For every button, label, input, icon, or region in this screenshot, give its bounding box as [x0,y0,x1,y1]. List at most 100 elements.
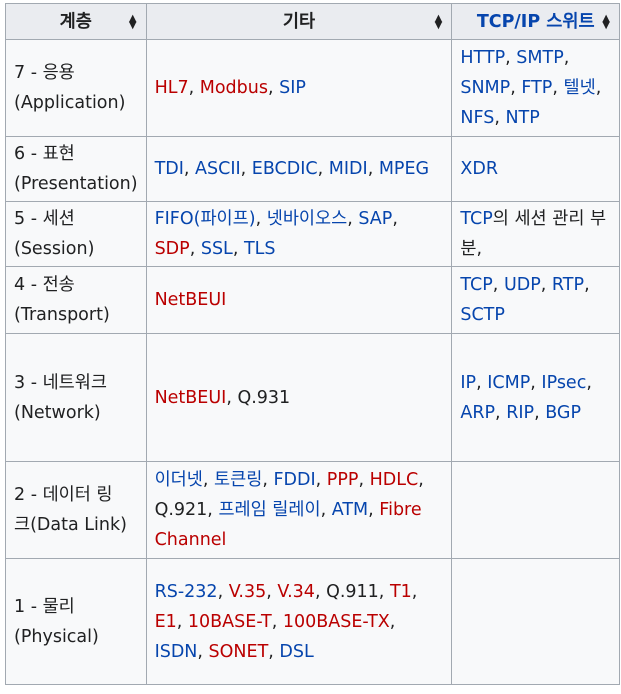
red-link[interactable]: SDP [154,239,190,259]
protocol-link[interactable]: SCTP [460,305,505,325]
protocol-link[interactable]: XDR [460,159,498,179]
red-link[interactable]: NetBEUI [154,290,227,310]
header-layer[interactable]: 계층 ▲ ▼ [5,3,147,40]
red-link[interactable]: NetBEUI [154,387,227,408]
protocol-link[interactable]: TCP [460,209,493,229]
protocol-link[interactable]: 프레임 릴레이 [218,500,321,520]
red-link[interactable]: Fibre Channel [154,500,422,550]
protocol-link[interactable]: NFS [460,108,495,128]
protocol-link[interactable]: 이더넷 [154,470,203,490]
other-cell: HL7, Modbus, SIP [145,39,453,137]
protocol-link[interactable]: SIP [279,78,306,98]
separator-text: , [563,48,570,68]
separator-text: , [534,402,546,423]
protocol-link[interactable]: MPEG [378,159,430,179]
separator-text: , [317,159,329,179]
red-link[interactable]: SONET [208,641,269,662]
separator-text: , [595,78,602,98]
sort-icon[interactable]: ▲ ▼ [434,12,443,31]
red-link[interactable]: 100BASE-TX [282,611,390,632]
layer-english: (Presentation) [14,174,138,194]
red-link[interactable]: E1 [154,611,177,632]
layer-cell: 5 - 세션 (Session) [5,201,147,267]
separator-text: , Q.911, [314,581,390,602]
protocol-link[interactable]: IP [460,372,477,393]
red-link[interactable]: Modbus [199,78,268,98]
protocol-link[interactable]: UDP [503,275,541,295]
protocol-link[interactable]: ICMP [487,372,531,393]
other-cell: RS-232, V.35, V.34, Q.911, T1, E1, 10BAS… [145,558,453,685]
osi-model-table: 계층 ▲ ▼ 기타 ▲ ▼ TCP/IP 스위트 ▲ ▼ 7 - 응용 (Applica… [5,3,620,685]
separator-text: , [530,372,542,393]
protocol-link[interactable]: 넷바이오스 [266,209,348,229]
separator-text: , [189,239,201,259]
header-label: 계층 [59,11,92,32]
protocol-link[interactable]: RIP [506,402,535,423]
protocol-link[interactable]: RS-232 [154,581,218,602]
protocol-link[interactable]: IPsec [541,372,587,393]
protocol-link[interactable]: RTP [551,275,585,295]
protocol-link[interactable]: ISDN [154,641,198,662]
protocol-link[interactable]: DSL [279,641,314,662]
header-other[interactable]: 기타 ▲ ▼ [145,3,453,40]
layer-english: (Session) [14,239,95,259]
protocol-link[interactable]: ARP [460,402,496,423]
separator-text: , [358,470,370,490]
protocol-link[interactable]: SAP [358,209,393,229]
protocol-link[interactable]: FTP [521,78,553,98]
protocol-link[interactable]: TCP [460,275,493,295]
separator-text: , [492,275,504,295]
table-row: 4 - 전송 (Transport) NetBEUI TCP, UDP, RTP,… [5,266,620,334]
protocol-link[interactable]: SMTP [516,48,564,68]
other-cell: NetBEUI, Q.931 [145,333,453,462]
red-link[interactable]: V.35 [228,581,267,602]
layer-cell: 4 - 전송 (Transport) [5,266,147,334]
protocol-link[interactable]: 텔넷 [563,78,596,98]
sort-icon[interactable]: ▲ ▼ [602,12,610,31]
protocol-link[interactable]: ASCII [195,159,241,179]
sort-icon[interactable]: ▲ ▼ [128,12,137,31]
separator-text: , [266,581,278,602]
protocol-link[interactable]: ATM [331,500,369,520]
separator-text: , [476,372,488,393]
tcpip-cell: HTTP, SMTP, SNMP, FTP, 텔넷, NFS, NTP [451,39,620,137]
protocol-link[interactable]: TDI [154,159,184,179]
table-row: 5 - 세션 (Session) FIFO(파이프), 넷바이오스, SAP, S… [5,201,620,267]
protocol-link[interactable]: SNMP [460,78,511,98]
protocol-link[interactable]: EBCDIC [251,159,318,179]
separator-text: , [262,470,274,490]
red-link[interactable]: PPP [326,470,359,490]
protocol-link[interactable]: MIDI [328,159,368,179]
header-tcpip-suite[interactable]: TCP/IP 스위트 ▲ ▼ [451,3,620,40]
table-row: 3 - 네트워크 (Network) NetBEUI, Q.931 IP, ICM… [5,333,620,462]
separator-text: , [389,611,396,632]
red-link[interactable]: V.34 [277,581,315,602]
header-label: TCP/IP 스위트 [476,11,595,32]
separator-text: , [267,78,280,98]
tcpip-cell [451,558,620,685]
protocol-link[interactable]: NTP [505,108,540,128]
protocol-link[interactable]: FDDI [273,470,316,490]
separator-text: , Q.931 [226,387,291,408]
protocol-link[interactable]: HTTP [460,48,506,68]
red-link[interactable]: 10BASE-T [187,611,272,632]
protocol-link[interactable]: BGP [545,402,582,423]
table-row: 1 - 물리 (Physical) RS-232, V.35, V.34, Q.9… [5,558,620,685]
layer-english: (Network) [14,402,101,423]
protocol-link[interactable]: SSL [200,239,233,259]
layer-cell: 2 - 데이터 링 크(Data Link) [5,461,147,559]
red-link[interactable]: T1 [389,581,412,602]
red-link[interactable]: HL7 [154,78,189,98]
separator-text: , [510,78,522,98]
table-row: 2 - 데이터 링 크(Data Link) 이더넷, 토큰링, FDDI, PP… [5,461,620,559]
layer-cell: 3 - 네트워크 (Network) [5,333,147,462]
protocol-link[interactable]: FIFO(파이프) [154,209,256,229]
separator-text: , [586,372,592,393]
protocol-link[interactable]: 토큰링 [214,470,263,490]
red-link[interactable]: HDLC [369,470,419,490]
other-cell: FIFO(파이프), 넷바이오스, SAP, SDP, SSL, TLS [145,201,453,267]
tcpip-cell: IP, ICMP, IPsec, ARP, RIP, BGP [451,333,620,462]
protocol-link[interactable]: TLS [243,239,276,259]
layer-number: 7 - 응용 [14,63,75,83]
tcpip-cell [451,461,620,559]
